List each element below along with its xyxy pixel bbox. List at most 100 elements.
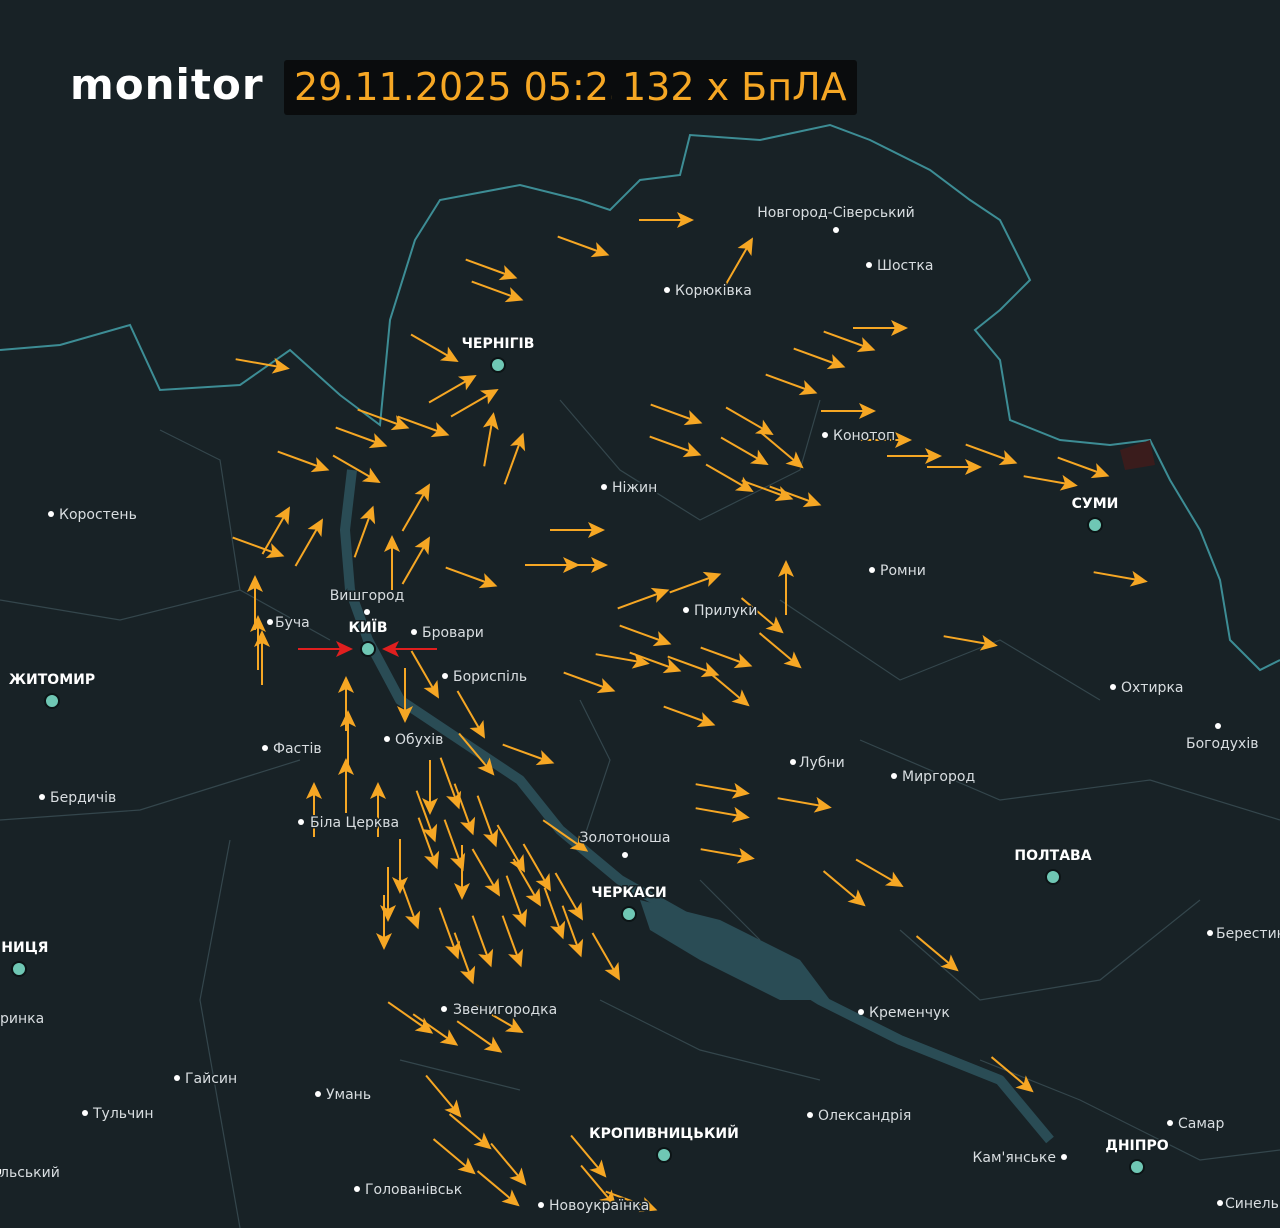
town-dot [354,1186,360,1192]
drone [682,442,702,458]
drone-trail [741,479,785,497]
drone [856,337,876,353]
drone-trail [663,705,707,723]
drone [778,560,794,577]
drone [568,938,584,958]
drone [306,782,322,799]
city-label: Умань [326,1087,371,1103]
drone-trail [617,592,661,610]
drone [802,492,822,508]
drone [501,1189,520,1207]
drone [525,887,541,907]
drone [550,920,566,940]
drone [859,403,876,419]
drone [891,320,908,336]
drone-trail [512,858,537,899]
town-dot [807,1112,813,1118]
drone-trail [591,932,616,973]
drone [731,782,750,799]
drone-trail [561,905,579,949]
drone [754,419,774,435]
town-dot [48,511,54,517]
city-label: Гайсин [185,1071,237,1087]
drone [423,679,439,699]
town-dot [267,619,273,625]
drone-trail [357,408,401,426]
city-label: ПОЛТАВА [1014,848,1091,864]
drone [477,757,495,776]
city-label: Лубни [799,755,845,771]
drone [749,449,769,465]
drone [361,467,381,483]
drone [392,877,408,894]
drone-trail [649,435,693,453]
drone-trail [855,858,896,883]
drone-trail [439,757,457,801]
drone-trail [448,1113,485,1144]
reservoir [640,900,830,1000]
city-label: Тульчин [92,1106,154,1122]
town-dot [683,607,689,613]
drone [884,871,904,887]
city-dot [11,961,27,977]
drone [631,652,650,669]
drones [232,212,1148,1213]
town-dot [39,794,45,800]
drone-trail [740,597,777,628]
drone [590,242,610,258]
drone-trail [453,932,471,976]
city-label: Голованівськ [365,1182,462,1198]
drone [569,835,589,852]
drone-trail [471,915,489,959]
drone [457,375,477,391]
drone [509,853,525,873]
cities: ЧЕРНІГІВ КИЇВ ЖИТОМИР СУМИ ПОЛТАВА ЧЕРКАСИ КРО… [0,204,1280,1216]
drone [424,850,440,870]
drone [567,901,583,921]
drone [422,798,438,815]
drone [1015,1075,1034,1093]
city-label: Фастів [273,741,322,757]
city-label: Обухів [395,732,443,748]
city-dot [44,693,60,709]
drone [446,790,462,810]
drone [731,806,750,823]
drone [370,782,386,799]
drone-trail [965,443,1009,461]
drone-trail [765,373,809,391]
drone-trail [522,843,547,884]
drone-trail [496,824,521,865]
drone [397,706,413,723]
drone [469,719,485,739]
drone-trail [1057,456,1101,474]
city-label: Золотоноша [580,830,671,846]
drone-trail [725,406,766,431]
drone-trail [543,887,561,931]
drone-trail [822,870,859,901]
drone-trail [235,358,281,368]
town-dot [790,759,796,765]
city-label: ДНІПРО [1105,1138,1168,1154]
city-label: Новгород-Сіверський [757,205,914,221]
drone-trail [990,1056,1027,1087]
drone-trail [563,671,607,689]
drone [535,750,555,766]
drone [650,587,670,603]
brand: monitor [70,60,264,109]
drone-trail [570,1134,601,1171]
city-label: Самар [1178,1116,1224,1132]
drone-trail [720,436,761,461]
drone [439,1029,459,1046]
drone [450,852,466,872]
drone [604,961,620,981]
drone [638,1197,658,1213]
city-label: Берестин [1216,926,1280,942]
drone-trail [445,566,489,584]
drone-trail [542,819,581,847]
city-label: Коростень [59,507,137,523]
drone [700,662,720,678]
drone [460,816,476,836]
city-dot [1087,517,1103,533]
datetime: 29.11.2025 05:23 [284,60,644,115]
city-label: Буча [275,615,310,631]
